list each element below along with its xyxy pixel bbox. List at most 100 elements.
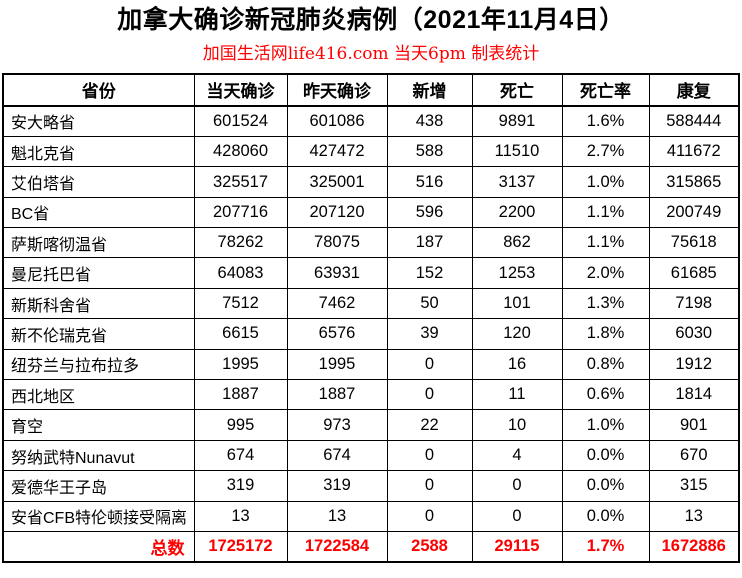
- total-cell: 29115: [471, 531, 563, 563]
- stat-cell: 187: [386, 227, 473, 259]
- stat-cell: 4: [471, 439, 563, 472]
- stat-cell: 674: [286, 439, 388, 472]
- province-name: 安大略省: [2, 105, 195, 137]
- stat-cell: 0.0%: [561, 500, 650, 533]
- stat-cell: 1995: [286, 348, 388, 381]
- stat-cell: 207716: [193, 196, 288, 229]
- stat-cell: 16: [471, 348, 563, 381]
- total-cell: 2588: [386, 531, 473, 563]
- total-cell: 1.7%: [561, 531, 650, 563]
- stat-cell: 588444: [648, 105, 740, 137]
- stat-cell: 1912: [648, 348, 740, 381]
- stat-cell: 325001: [286, 166, 388, 198]
- column-header-0: 省份: [2, 73, 195, 107]
- stat-cell: 1.6%: [561, 105, 650, 137]
- stat-cell: 11510: [471, 135, 563, 168]
- table-row: 安省CFB特伦顿接受隔离 13 13 0 0 0.0% 13: [2, 500, 740, 533]
- stat-cell: 7198: [648, 287, 740, 320]
- column-header-3: 新增: [386, 73, 473, 107]
- stat-cell: 13: [286, 500, 388, 533]
- stat-cell: 6576: [286, 318, 388, 350]
- province-name: 西北地区: [2, 379, 195, 411]
- province-name: 萨斯喀彻温省: [2, 227, 195, 259]
- stat-cell: 10: [471, 409, 563, 441]
- stat-cell: 22: [386, 409, 473, 441]
- stat-cell: 61685: [648, 257, 740, 289]
- stat-cell: 7512: [193, 287, 288, 320]
- stat-cell: 0.8%: [561, 348, 650, 381]
- stat-cell: 0.0%: [561, 470, 650, 502]
- stat-cell: 428060: [193, 135, 288, 168]
- stat-cell: 315: [648, 470, 740, 502]
- stat-cell: 1.0%: [561, 409, 650, 441]
- stat-cell: 7462: [286, 287, 388, 320]
- stat-cell: 0: [386, 500, 473, 533]
- stat-cell: 588: [386, 135, 473, 168]
- column-header-6: 康复: [648, 73, 740, 107]
- stat-cell: 315865: [648, 166, 740, 198]
- table-row: 爱德华王子岛 319 319 0 0 0.0% 315: [2, 470, 740, 502]
- stat-cell: 0: [471, 470, 563, 502]
- total-label: 总数: [2, 531, 195, 563]
- table-row: 魁北克省 428060 427472 588 11510 2.7% 411672: [2, 135, 740, 168]
- province-name: 新斯科舍省: [2, 287, 195, 320]
- stat-cell: 0: [386, 470, 473, 502]
- stat-cell: 674: [193, 439, 288, 472]
- stat-cell: 325517: [193, 166, 288, 198]
- table-row: 萨斯喀彻温省 78262 78075 187 862 1.1% 75618: [2, 227, 740, 259]
- stat-cell: 50: [386, 287, 473, 320]
- stat-cell: 516: [386, 166, 473, 198]
- stat-cell: 670: [648, 439, 740, 472]
- stat-cell: 601524: [193, 105, 288, 137]
- page-title: 加拿大确诊新冠肺炎病例（2021年11月4日）: [117, 6, 625, 34]
- column-header-5: 死亡率: [561, 73, 650, 107]
- table-row: 艾伯塔省 325517 325001 516 3137 1.0% 315865: [2, 166, 740, 198]
- stat-cell: 75618: [648, 227, 740, 259]
- stat-cell: 0.6%: [561, 379, 650, 411]
- stat-cell: 13: [648, 500, 740, 533]
- province-name: 努纳武特Nunavut: [2, 439, 195, 472]
- stat-cell: 101: [471, 287, 563, 320]
- stat-cell: 207120: [286, 196, 388, 229]
- table-row: 曼尼托巴省 64083 63931 152 1253 2.0% 61685: [2, 257, 740, 289]
- stat-cell: 1995: [193, 348, 288, 381]
- stat-cell: 120: [471, 318, 563, 350]
- stat-cell: 601086: [286, 105, 388, 137]
- stat-cell: 6615: [193, 318, 288, 350]
- stat-cell: 78075: [286, 227, 388, 259]
- stat-cell: 1.3%: [561, 287, 650, 320]
- stat-cell: 0: [386, 379, 473, 411]
- table-row: 西北地区 1887 1887 0 11 0.6% 1814: [2, 379, 740, 411]
- stat-cell: 2.0%: [561, 257, 650, 289]
- stat-cell: 63931: [286, 257, 388, 289]
- column-header-4: 死亡: [471, 73, 563, 107]
- table-row: 努纳武特Nunavut 674 674 0 4 0.0% 670: [2, 439, 740, 472]
- table-body: 安大略省 601524 601086 438 9891 1.6% 588444 魁北克省 428…: [2, 105, 740, 533]
- stat-cell: 319: [193, 470, 288, 502]
- stat-cell: 438: [386, 105, 473, 137]
- stat-cell: 1.1%: [561, 196, 650, 229]
- stat-cell: 319: [286, 470, 388, 502]
- table-row: 纽芬兰与拉布拉多 1995 1995 0 16 0.8% 1912: [2, 348, 740, 381]
- table-row: 新不伦瑞克省 6615 6576 39 120 1.8% 6030: [2, 318, 740, 350]
- stat-cell: 1887: [193, 379, 288, 411]
- stat-cell: 1.0%: [561, 166, 650, 198]
- stat-cell: 78262: [193, 227, 288, 259]
- table-total-row: 总数 1725172 1722584 2588 29115 1.7% 1672886: [2, 531, 740, 563]
- province-name: 爱德华王子岛: [2, 470, 195, 502]
- total-cell: 1672886: [648, 531, 740, 563]
- province-name: 曼尼托巴省: [2, 257, 195, 289]
- province-name: 安省CFB特伦顿接受隔离: [2, 500, 195, 533]
- province-name: 育空: [2, 409, 195, 441]
- table-row: 新斯科舍省 7512 7462 50 101 1.3% 7198: [2, 287, 740, 320]
- table-header-row: 省份 当天确诊 昨天确诊 新增 死亡 死亡率 康复: [2, 73, 740, 107]
- stat-cell: 1253: [471, 257, 563, 289]
- stat-cell: 2200: [471, 196, 563, 229]
- province-name: BC省: [2, 196, 195, 229]
- stat-cell: 0: [386, 439, 473, 472]
- stat-cell: 411672: [648, 135, 740, 168]
- stat-cell: 973: [286, 409, 388, 441]
- table-row: BC省 207716 207120 596 2200 1.1% 200749: [2, 196, 740, 229]
- total-cell: 1725172: [193, 531, 288, 563]
- covid-stats-table: 省份 当天确诊 昨天确诊 新增 死亡 死亡率 康复 安大略省 601524 601086 438 9…: [2, 73, 740, 564]
